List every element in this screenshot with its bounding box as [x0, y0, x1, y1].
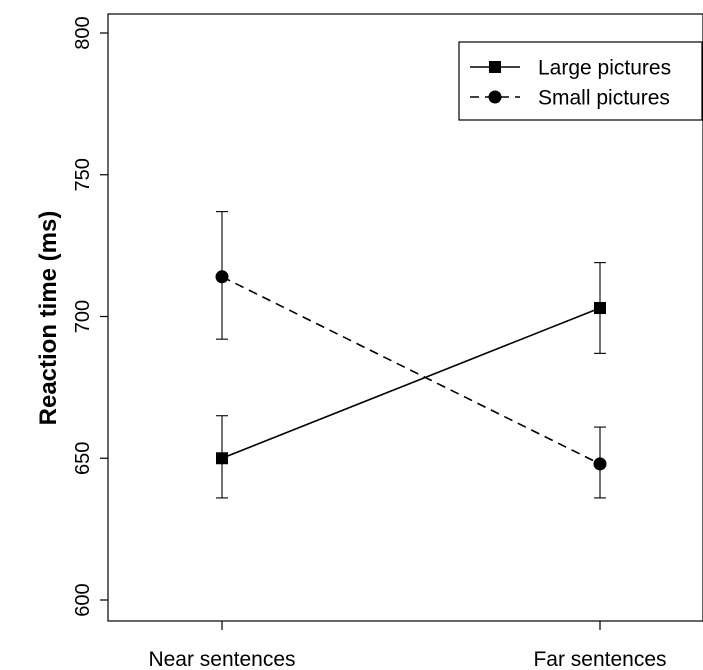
y-tick-label: 750	[72, 158, 94, 191]
series-line	[221, 307, 601, 459]
y-tick-label: 600	[72, 583, 94, 616]
data-point-square	[216, 452, 228, 465]
legend-marker-circle	[488, 90, 502, 104]
series-line	[221, 276, 601, 465]
legend-frame	[458, 41, 703, 121]
y-tick-label: 700	[72, 300, 94, 333]
data-point-square	[594, 301, 606, 314]
legend: Large pictures Small pictures	[458, 41, 703, 121]
series-small-pictures	[215, 211, 607, 499]
series-large-pictures	[216, 262, 606, 499]
x-tick-label: Near sentences	[148, 648, 295, 670]
legend-label: Large pictures	[538, 56, 671, 79]
legend-marker-square	[489, 61, 501, 73]
series-layer	[215, 211, 607, 499]
x-tick-label: Far sentences	[533, 648, 666, 670]
data-point-circle	[215, 270, 229, 284]
y-tick-label: 650	[72, 442, 94, 475]
plot-frame	[107, 13, 703, 622]
y-tick-label: 800	[72, 16, 94, 49]
y-axis: 600 650 700 750 800	[72, 16, 108, 617]
x-axis: Near sentences Far sentences	[148, 621, 667, 670]
data-point-circle	[593, 457, 607, 471]
y-axis-title: Reaction time (ms)	[35, 211, 62, 426]
legend-label: Small pictures	[538, 86, 670, 109]
